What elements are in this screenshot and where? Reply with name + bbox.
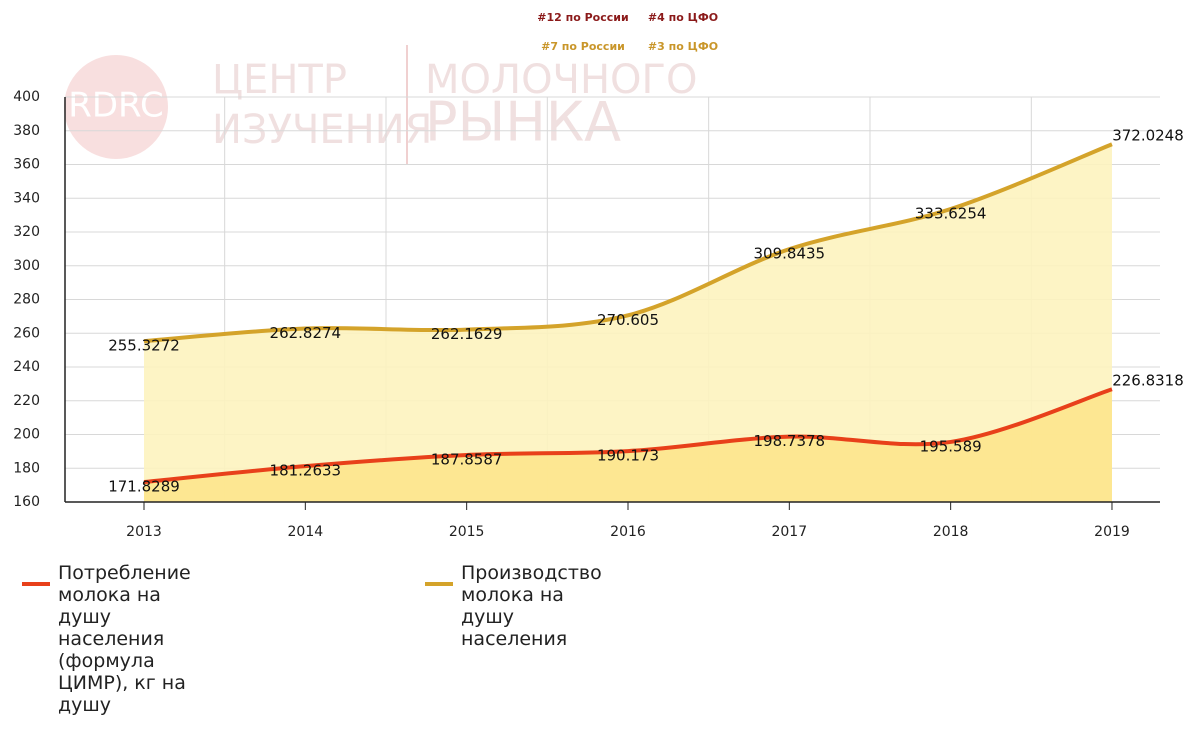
watermark-text: МОЛОЧНОГО xyxy=(425,57,697,103)
annotation: #4 по ЦФО xyxy=(648,11,718,24)
y-tick-label: 240 xyxy=(13,359,40,375)
x-tick-label: 2017 xyxy=(771,524,807,540)
legend-item: Производство молока на душу населения xyxy=(425,562,611,650)
line xyxy=(143,142,1113,344)
y-tick-label: 280 xyxy=(13,292,40,308)
legend-swatch xyxy=(425,582,453,586)
area xyxy=(144,144,1112,503)
data-label: 262.1629 xyxy=(431,325,503,343)
data-label: 262.8274 xyxy=(270,324,342,342)
legend-label: Производство молока на душу населения xyxy=(461,562,602,650)
data-label: 190.173 xyxy=(597,447,659,465)
data-label: 309.8435 xyxy=(754,245,826,263)
watermark-text: RDRC xyxy=(68,86,163,126)
watermark-logo xyxy=(64,55,168,159)
y-tick-label: 160 xyxy=(13,494,40,510)
legend-swatch xyxy=(22,582,50,586)
data-label: 333.6254 xyxy=(915,205,987,223)
data-label: 226.8318 xyxy=(1112,372,1184,390)
x-tick-label: 2015 xyxy=(449,524,485,540)
y-tick-label: 300 xyxy=(13,258,40,274)
y-tick-label: 360 xyxy=(13,157,40,173)
data-label: 171.8289 xyxy=(108,478,180,496)
y-tick-label: 340 xyxy=(13,190,40,206)
watermark-text: ИЗУЧЕНИЯ xyxy=(212,107,432,153)
annotation: #12 по России xyxy=(537,11,628,24)
x-tick-label: 2018 xyxy=(933,524,969,540)
data-label: 195.589 xyxy=(920,437,982,455)
y-tick-label: 220 xyxy=(13,393,40,409)
annotation: #7 по России xyxy=(541,40,625,53)
legend-item: Потребление молока на душу населения (фо… xyxy=(22,562,208,716)
data-label: 270.605 xyxy=(597,311,659,329)
x-tick-label: 2014 xyxy=(288,524,324,540)
data-label: 255.3272 xyxy=(108,337,180,355)
data-label: 187.8587 xyxy=(431,450,503,468)
y-tick-label: 200 xyxy=(13,427,40,443)
y-tick-label: 400 xyxy=(13,89,40,105)
legend-label: Потребление молока на душу населения (фо… xyxy=(58,562,191,716)
y-tick-label: 320 xyxy=(13,224,40,240)
data-label: 198.7378 xyxy=(754,432,826,450)
watermark-text: РЫНКА xyxy=(425,91,621,154)
y-tick-label: 260 xyxy=(13,325,40,341)
x-tick-label: 2016 xyxy=(610,524,646,540)
line xyxy=(143,387,1113,485)
area xyxy=(144,389,1112,502)
annotation: #3 по ЦФО xyxy=(648,40,718,53)
y-tick-label: 180 xyxy=(13,460,40,476)
data-label: 372.0248 xyxy=(1112,127,1184,145)
data-label: 181.2633 xyxy=(270,462,342,480)
y-tick-label: 380 xyxy=(13,123,40,139)
watermark-text: ЦЕНТР xyxy=(212,57,347,103)
x-tick-label: 2013 xyxy=(126,524,162,540)
x-tick-label: 2019 xyxy=(1094,524,1130,540)
